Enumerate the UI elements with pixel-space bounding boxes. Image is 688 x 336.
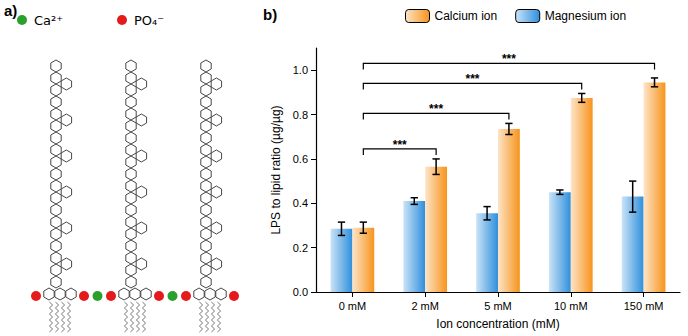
svg-text:***: ***	[429, 102, 443, 116]
svg-text:***: ***	[502, 52, 516, 66]
svg-text:150 mM: 150 mM	[624, 300, 664, 312]
svg-text:b): b)	[263, 6, 277, 23]
svg-text:PO₄⁻: PO₄⁻	[134, 13, 164, 28]
svg-text:1.0: 1.0	[293, 64, 308, 76]
svg-text:***: ***	[393, 138, 407, 152]
svg-text:Ca²⁺: Ca²⁺	[34, 13, 63, 28]
svg-text:0.6: 0.6	[293, 153, 308, 165]
svg-text:0.8: 0.8	[293, 109, 308, 121]
svg-text:0.4: 0.4	[293, 197, 308, 209]
svg-text:LPS to lipid ratio (µg/µg): LPS to lipid ratio (µg/µg)	[269, 105, 283, 234]
svg-text:Ion concentration (mM): Ion concentration (mM)	[436, 317, 559, 331]
svg-text:5 mM: 5 mM	[484, 300, 512, 312]
svg-text:0.2: 0.2	[293, 242, 308, 254]
svg-text:0 mM: 0 mM	[339, 300, 367, 312]
svg-text:Magnesium ion: Magnesium ion	[545, 9, 626, 23]
svg-text:2 mM: 2 mM	[411, 300, 439, 312]
svg-text:Calcium ion: Calcium ion	[435, 9, 498, 23]
svg-text:***: ***	[466, 72, 480, 86]
svg-text:a): a)	[4, 2, 17, 19]
svg-text:0.0: 0.0	[293, 286, 308, 298]
svg-text:10 mM: 10 mM	[554, 300, 588, 312]
